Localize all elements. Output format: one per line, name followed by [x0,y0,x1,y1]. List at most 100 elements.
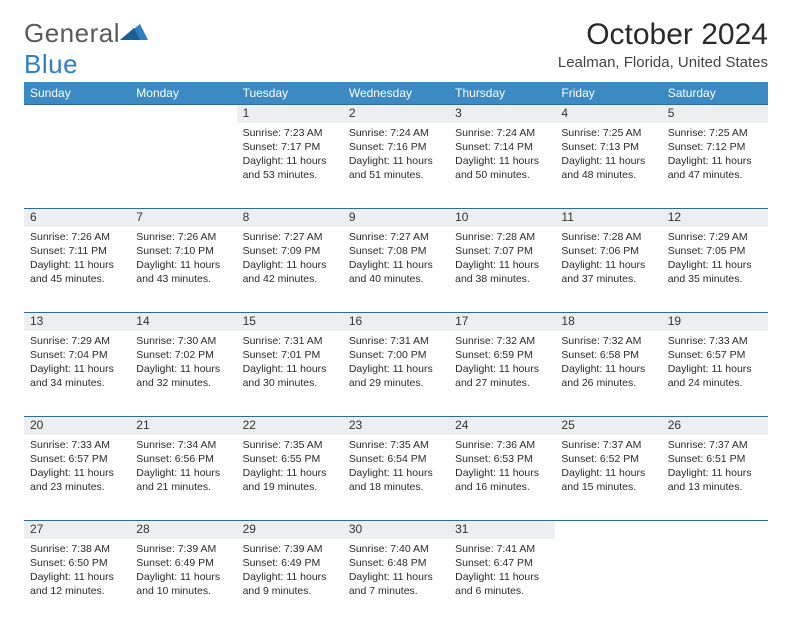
daylight-line: and 38 minutes. [455,272,549,286]
daylight-line: Daylight: 11 hours [668,154,762,168]
daylight-line: and 40 minutes. [349,272,443,286]
day-header: Sunday [24,82,130,105]
daynum-cell: 8 [237,209,343,227]
sunset-line: Sunset: 7:13 PM [561,140,655,154]
calendar-table: SundayMondayTuesdayWednesdayThursdayFrid… [24,82,768,625]
dayinfo-cell: Sunrise: 7:23 AMSunset: 7:17 PMDaylight:… [237,123,343,209]
day-header: Tuesday [237,82,343,105]
daynum-cell: 18 [555,313,661,331]
sunset-line: Sunset: 7:02 PM [136,348,230,362]
sunrise-line: Sunrise: 7:37 AM [668,438,762,452]
daynum-cell: 27 [24,521,130,539]
daylight-line: and 34 minutes. [30,376,124,390]
daynum-cell: 24 [449,417,555,435]
daylight-line: Daylight: 11 hours [349,154,443,168]
dayinfo-cell: Sunrise: 7:27 AMSunset: 7:09 PMDaylight:… [237,227,343,313]
logo-text: General Blue [24,18,148,80]
sunset-line: Sunset: 6:47 PM [455,556,549,570]
day-header: Monday [130,82,236,105]
daylight-line: and 26 minutes. [561,376,655,390]
sunrise-line: Sunrise: 7:35 AM [243,438,337,452]
daylight-line: and 43 minutes. [136,272,230,286]
daylight-line: and 7 minutes. [349,584,443,598]
daylight-line: Daylight: 11 hours [243,154,337,168]
dayinfo-cell: Sunrise: 7:25 AMSunset: 7:12 PMDaylight:… [662,123,768,209]
sunset-line: Sunset: 7:10 PM [136,244,230,258]
daylight-line: and 51 minutes. [349,168,443,182]
daylight-line: Daylight: 11 hours [30,362,124,376]
daylight-line: and 42 minutes. [243,272,337,286]
header-right: October 2024 Lealman, Florida, United St… [558,18,768,77]
sunrise-line: Sunrise: 7:39 AM [136,542,230,556]
daylight-line: and 47 minutes. [668,168,762,182]
sunrise-line: Sunrise: 7:33 AM [30,438,124,452]
daylight-line: and 10 minutes. [136,584,230,598]
daylight-line: Daylight: 11 hours [455,258,549,272]
daynum-cell: 14 [130,313,236,331]
daylight-line: and 45 minutes. [30,272,124,286]
sunset-line: Sunset: 6:57 PM [668,348,762,362]
sunrise-line: Sunrise: 7:38 AM [30,542,124,556]
daylight-line: Daylight: 11 hours [136,466,230,480]
dayinfo-cell: Sunrise: 7:33 AMSunset: 6:57 PMDaylight:… [24,435,130,521]
daynum-cell: 17 [449,313,555,331]
sunrise-line: Sunrise: 7:24 AM [455,126,549,140]
sunrise-line: Sunrise: 7:41 AM [455,542,549,556]
daylight-line: Daylight: 11 hours [349,466,443,480]
daynum-empty [130,105,236,123]
dayinfo-cell: Sunrise: 7:37 AMSunset: 6:51 PMDaylight:… [662,435,768,521]
dayinfo-cell: Sunrise: 7:36 AMSunset: 6:53 PMDaylight:… [449,435,555,521]
sunset-line: Sunset: 7:08 PM [349,244,443,258]
sunrise-line: Sunrise: 7:37 AM [561,438,655,452]
logo-word1: General [24,18,120,48]
daylight-line: Daylight: 11 hours [349,570,443,584]
day-header-row: SundayMondayTuesdayWednesdayThursdayFrid… [24,82,768,105]
dayinfo-cell: Sunrise: 7:28 AMSunset: 7:06 PMDaylight:… [555,227,661,313]
sunset-line: Sunset: 7:06 PM [561,244,655,258]
dayinfo-cell: Sunrise: 7:29 AMSunset: 7:04 PMDaylight:… [24,331,130,417]
daylight-line: and 9 minutes. [243,584,337,598]
daylight-line: and 21 minutes. [136,480,230,494]
sunset-line: Sunset: 7:00 PM [349,348,443,362]
sunset-line: Sunset: 7:07 PM [455,244,549,258]
daylight-line: and 50 minutes. [455,168,549,182]
daylight-line: Daylight: 11 hours [668,362,762,376]
sunrise-line: Sunrise: 7:36 AM [455,438,549,452]
daylight-line: and 48 minutes. [561,168,655,182]
sunset-line: Sunset: 7:04 PM [30,348,124,362]
logo: General Blue [24,18,148,80]
sunrise-line: Sunrise: 7:26 AM [30,230,124,244]
daynum-cell: 23 [343,417,449,435]
daylight-line: Daylight: 11 hours [349,258,443,272]
logo-triangle-icon [120,22,148,42]
daynum-cell: 19 [662,313,768,331]
dayinfo-empty [130,123,236,209]
daylight-line: and 23 minutes. [30,480,124,494]
daylight-line: Daylight: 11 hours [243,258,337,272]
daynum-cell: 3 [449,105,555,123]
daynum-cell: 5 [662,105,768,123]
day-header: Wednesday [343,82,449,105]
sunset-line: Sunset: 6:55 PM [243,452,337,466]
daylight-line: Daylight: 11 hours [561,258,655,272]
daynum-cell: 29 [237,521,343,539]
sunrise-line: Sunrise: 7:33 AM [668,334,762,348]
dayinfo-empty [24,123,130,209]
daylight-line: Daylight: 11 hours [243,466,337,480]
calendar-page: General Blue October 2024 Lealman, Flori… [0,0,792,625]
dayinfo-cell: Sunrise: 7:29 AMSunset: 7:05 PMDaylight:… [662,227,768,313]
dayinfo-cell: Sunrise: 7:31 AMSunset: 7:01 PMDaylight:… [237,331,343,417]
day-header: Saturday [662,82,768,105]
daynum-cell: 9 [343,209,449,227]
sunset-line: Sunset: 7:09 PM [243,244,337,258]
daynum-row: 13141516171819 [24,313,768,331]
location-text: Lealman, Florida, United States [558,54,768,71]
daynum-cell: 31 [449,521,555,539]
dayinfo-cell: Sunrise: 7:35 AMSunset: 6:54 PMDaylight:… [343,435,449,521]
dayinfo-cell: Sunrise: 7:37 AMSunset: 6:52 PMDaylight:… [555,435,661,521]
sunrise-line: Sunrise: 7:29 AM [30,334,124,348]
sunrise-line: Sunrise: 7:25 AM [668,126,762,140]
dayinfo-cell: Sunrise: 7:35 AMSunset: 6:55 PMDaylight:… [237,435,343,521]
sunset-line: Sunset: 6:57 PM [30,452,124,466]
sunset-line: Sunset: 7:05 PM [668,244,762,258]
